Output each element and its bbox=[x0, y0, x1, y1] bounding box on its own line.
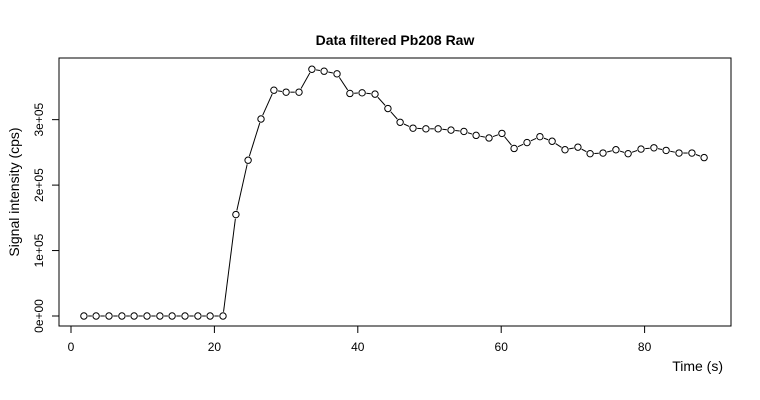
data-point bbox=[282, 88, 290, 96]
data-point bbox=[92, 312, 100, 320]
x-tick-label: 40 bbox=[351, 340, 365, 354]
data-point bbox=[498, 129, 506, 138]
data-point bbox=[650, 144, 658, 152]
series-line-segment bbox=[300, 72, 311, 89]
data-point bbox=[637, 145, 645, 153]
data-point bbox=[219, 312, 227, 320]
series-line-segment bbox=[631, 150, 638, 153]
data-point bbox=[574, 143, 582, 151]
data-point bbox=[700, 153, 708, 162]
data-point bbox=[396, 118, 404, 126]
data-point bbox=[130, 312, 138, 320]
series-line-segment bbox=[492, 134, 499, 138]
series-line-segment bbox=[530, 137, 537, 142]
data-point bbox=[257, 115, 265, 123]
data-point bbox=[270, 86, 278, 94]
y-axis-title: Signal intensity (cps) bbox=[6, 127, 22, 256]
data-point bbox=[409, 124, 417, 132]
data-point bbox=[308, 65, 316, 73]
data-point bbox=[143, 312, 151, 320]
data-point bbox=[688, 149, 696, 157]
x-tick-label: 60 bbox=[495, 340, 509, 354]
y-tick-label: 0e+00 bbox=[32, 299, 46, 333]
data-point bbox=[422, 125, 430, 133]
x-tick-label: 0 bbox=[68, 340, 75, 354]
series-line-segment bbox=[248, 122, 261, 157]
data-point bbox=[536, 132, 544, 141]
data-point bbox=[472, 131, 480, 140]
series-line-segment bbox=[315, 69, 321, 72]
data-point bbox=[181, 312, 189, 320]
series-line-segment bbox=[277, 90, 283, 92]
data-point bbox=[295, 88, 303, 96]
series-line-segment bbox=[619, 150, 625, 153]
data-point bbox=[118, 312, 126, 320]
data-point bbox=[232, 210, 240, 219]
series-layer bbox=[80, 65, 708, 320]
data-point bbox=[485, 134, 493, 142]
data-point bbox=[384, 104, 392, 113]
data-point bbox=[346, 89, 354, 98]
x-tick-label: 20 bbox=[208, 340, 222, 354]
series-line-segment bbox=[262, 93, 273, 116]
series-line-segment bbox=[657, 148, 663, 151]
data-point bbox=[80, 312, 88, 320]
data-point bbox=[548, 137, 556, 145]
data-point bbox=[434, 125, 442, 133]
series-line-segment bbox=[569, 147, 574, 150]
series-line-segment bbox=[328, 71, 333, 74]
data-point bbox=[624, 149, 632, 158]
data-point bbox=[460, 127, 468, 136]
data-point bbox=[168, 312, 176, 320]
series-line-segment bbox=[555, 143, 562, 148]
series-line-segment bbox=[504, 136, 512, 146]
data-point bbox=[599, 149, 607, 157]
data-point bbox=[194, 312, 202, 320]
series-line-segment bbox=[467, 132, 473, 135]
x-axis-title: Time (s) bbox=[672, 358, 723, 374]
series-line-segment bbox=[581, 148, 587, 153]
data-point bbox=[675, 149, 683, 157]
data-point bbox=[523, 138, 531, 147]
series-line-segment bbox=[480, 135, 485, 138]
series-line-segment bbox=[223, 218, 236, 312]
series-line-segment bbox=[390, 111, 398, 120]
x-axis: 0 20 40 60 80 bbox=[68, 325, 652, 354]
data-point bbox=[333, 70, 341, 78]
data-point bbox=[206, 312, 214, 320]
series-line-segment bbox=[517, 143, 524, 148]
data-point bbox=[662, 146, 670, 155]
data-point bbox=[612, 146, 620, 154]
series-line-segment bbox=[606, 150, 612, 153]
x-tick-label: 80 bbox=[638, 340, 652, 354]
series-line-segment bbox=[338, 77, 349, 91]
data-point bbox=[244, 156, 252, 164]
series-line-segment bbox=[236, 164, 248, 211]
data-point bbox=[447, 126, 455, 134]
data-point bbox=[586, 149, 594, 158]
data-point bbox=[320, 67, 328, 75]
data-point bbox=[371, 90, 379, 98]
plot-frame bbox=[58, 57, 732, 327]
y-tick-label: 3e+05 bbox=[32, 102, 46, 136]
series-line-segment bbox=[670, 150, 675, 153]
series-line-segment bbox=[403, 123, 410, 127]
y-tick-label: 2e+05 bbox=[32, 168, 46, 202]
chart-title: Data filtered Pb208 Raw bbox=[316, 32, 475, 48]
data-point bbox=[561, 146, 569, 154]
data-point bbox=[156, 312, 164, 320]
series-line-segment bbox=[377, 96, 386, 106]
data-point bbox=[510, 144, 518, 153]
series-line-segment bbox=[695, 154, 701, 157]
data-point bbox=[358, 89, 366, 97]
y-tick-label: 1e+05 bbox=[32, 233, 46, 267]
y-axis: 0e+00 1e+05 2e+05 3e+05 bbox=[32, 102, 60, 333]
series-line-segment bbox=[543, 137, 549, 141]
data-point bbox=[105, 312, 113, 320]
